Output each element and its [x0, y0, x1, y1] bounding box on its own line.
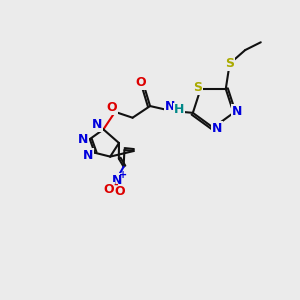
Text: O: O [107, 100, 118, 113]
Text: N: N [232, 105, 243, 119]
Text: S: S [225, 57, 234, 70]
Text: O: O [104, 183, 114, 196]
Text: N: N [112, 175, 122, 188]
Text: N: N [165, 100, 176, 112]
Text: H: H [174, 103, 184, 116]
Text: O: O [114, 185, 124, 198]
Text: N: N [83, 149, 93, 162]
Text: S: S [193, 80, 202, 94]
Text: N: N [78, 133, 88, 146]
Text: O: O [135, 76, 146, 89]
Text: N: N [92, 118, 102, 131]
Text: N: N [212, 122, 222, 135]
Text: -: - [114, 180, 118, 190]
Text: +: + [119, 170, 127, 180]
